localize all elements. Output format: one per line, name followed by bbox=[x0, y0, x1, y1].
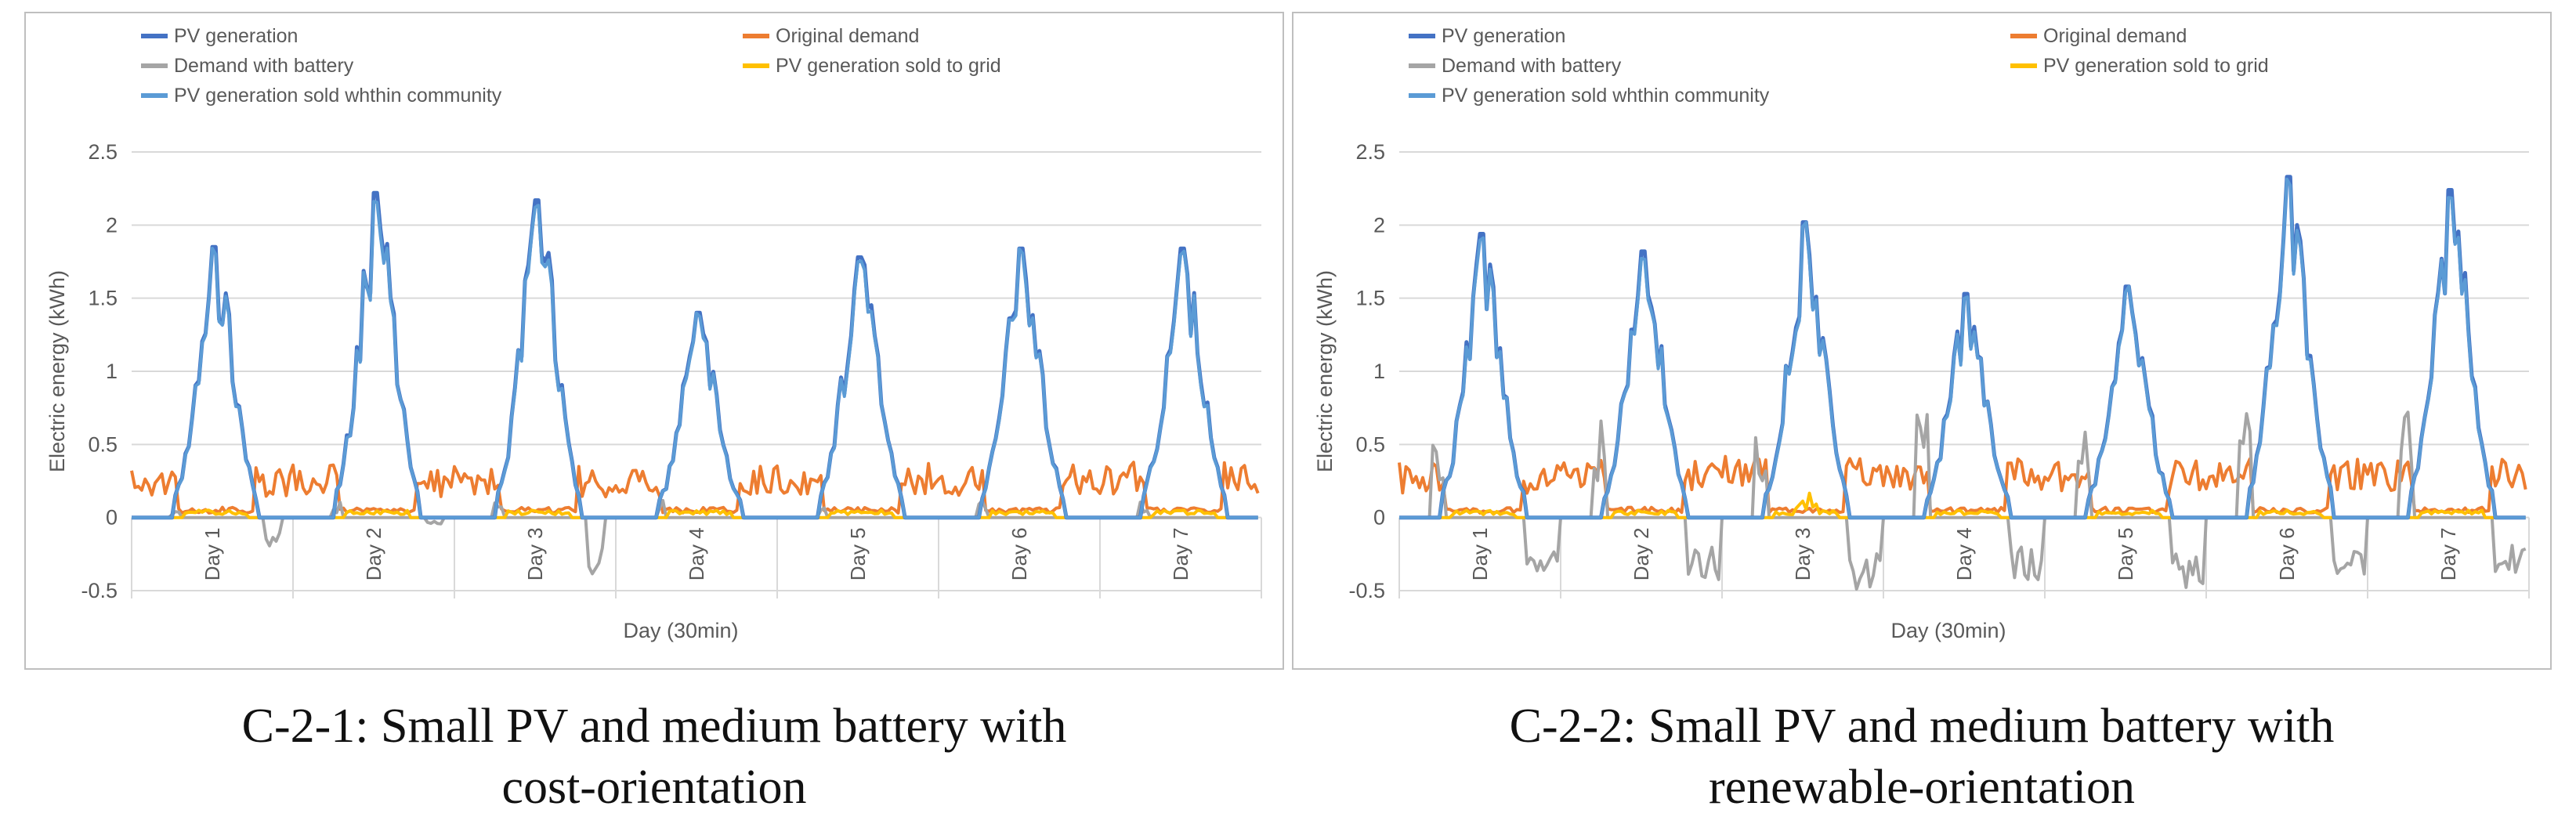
x-tick-label-day: Day 3 bbox=[523, 527, 547, 580]
legend-item-sold_to_grid: PV generation sold to grid bbox=[743, 55, 1001, 77]
series-line-sold_within_community bbox=[132, 200, 1258, 519]
legend-label: PV generation sold to grid bbox=[776, 55, 1001, 77]
x-axis-title: Day (30min) bbox=[623, 619, 738, 642]
x-tick-label-day: Day 5 bbox=[846, 527, 870, 580]
series-line-original_demand bbox=[1398, 454, 2527, 515]
chart-panel-c-2-1: PV generation Original demand Demand with … bbox=[24, 11, 1285, 671]
x-tick-label-day: Day 6 bbox=[1008, 527, 1031, 580]
y-tick-label: 2 bbox=[1373, 213, 1385, 237]
x-tick-label-day: Day 3 bbox=[1791, 527, 1814, 580]
chart-c-2-2: PV generation Original demand Demand with … bbox=[1292, 12, 2552, 670]
x-tick-label-day: Day 7 bbox=[1169, 527, 1192, 580]
x-axis-title: Day (30min) bbox=[1890, 619, 2006, 642]
x-tick-label-day: Day 1 bbox=[1468, 527, 1492, 580]
y-axis-title: Electric energy (kWh) bbox=[45, 270, 69, 472]
x-tick-label-day: Day 2 bbox=[1630, 527, 1653, 580]
legend-label: Original demand bbox=[776, 25, 919, 47]
legend-item-sold_within_community: PV generation sold whthin community bbox=[141, 85, 502, 107]
y-tick-label: 2.5 bbox=[1355, 140, 1385, 164]
legend-item-pv_generation: PV generation bbox=[141, 25, 298, 47]
y-tick-label: -0.5 bbox=[81, 579, 118, 602]
y-tick-label: 0 bbox=[106, 506, 118, 530]
caption-line-2: cost-orientation bbox=[501, 761, 807, 814]
caption-c-2-1: C-2-1: Small PV and medium battery with … bbox=[24, 696, 1285, 818]
caption-line-2: renewable-orientation bbox=[1709, 761, 2135, 814]
y-tick-label: -0.5 bbox=[1348, 579, 1385, 602]
caption-line-1: C-2-2: Small PV and medium battery with bbox=[1509, 700, 2335, 753]
legend-item-sold_to_grid: PV generation sold to grid bbox=[2010, 55, 2269, 77]
legend-label: Original demand bbox=[2043, 25, 2187, 47]
legend-label: Demand with battery bbox=[1442, 55, 1622, 77]
y-tick-label: 0 bbox=[1373, 506, 1385, 530]
series-line-sold_within_community bbox=[1399, 177, 2526, 519]
legend-label: PV generation sold to grid bbox=[2043, 55, 2269, 77]
y-tick-label: 1 bbox=[1373, 360, 1385, 383]
legend-item-demand_with_battery: Demand with battery bbox=[141, 55, 354, 77]
legend-label: PV generation bbox=[1442, 25, 1565, 47]
y-tick-label: 2 bbox=[106, 213, 118, 237]
y-tick-label: 0.5 bbox=[88, 432, 118, 456]
chart-frame bbox=[1292, 12, 2552, 670]
legend-label: PV generation sold whthin community bbox=[174, 85, 502, 107]
legend-item-original_demand: Original demand bbox=[2010, 25, 2187, 47]
chart-frame bbox=[24, 12, 1284, 670]
legend-item-sold_within_community: PV generation sold whthin community bbox=[1409, 85, 1770, 107]
legend-item-original_demand: Original demand bbox=[743, 25, 919, 47]
x-tick-label-day: Day 4 bbox=[685, 527, 708, 580]
caption-c-2-2: C-2-2: Small PV and medium battery with … bbox=[1291, 696, 2552, 818]
y-tick-label: 2.5 bbox=[88, 140, 118, 164]
x-tick-label-day: Day 5 bbox=[2114, 527, 2137, 580]
y-axis-title: Electric energy (kWh) bbox=[1313, 270, 1337, 472]
caption-line-1: C-2-1: Small PV and medium battery with bbox=[241, 700, 1067, 753]
y-tick-label: 0.5 bbox=[1355, 432, 1385, 456]
y-tick-label: 1.5 bbox=[1355, 287, 1385, 310]
legend-item-pv_generation: PV generation bbox=[1409, 25, 1565, 47]
x-tick-label-day: Day 1 bbox=[201, 527, 224, 580]
chart-c-2-1: PV generation Original demand Demand with … bbox=[24, 12, 1284, 670]
legend-label: Demand with battery bbox=[174, 55, 354, 77]
x-tick-label-day: Day 7 bbox=[2437, 527, 2460, 580]
legend-item-demand_with_battery: Demand with battery bbox=[1409, 55, 1622, 77]
y-tick-label: 1.5 bbox=[88, 287, 118, 310]
y-tick-label: 1 bbox=[106, 360, 118, 383]
legend-label: PV generation bbox=[174, 25, 298, 47]
chart-panel-c-2-2: PV generation Original demand Demand with … bbox=[1291, 11, 2552, 671]
x-tick-label-day: Day 2 bbox=[362, 527, 385, 580]
legend-label: PV generation sold whthin community bbox=[1442, 85, 1770, 107]
x-tick-label-day: Day 6 bbox=[2275, 527, 2299, 580]
x-tick-label-day: Day 4 bbox=[1952, 527, 1976, 580]
